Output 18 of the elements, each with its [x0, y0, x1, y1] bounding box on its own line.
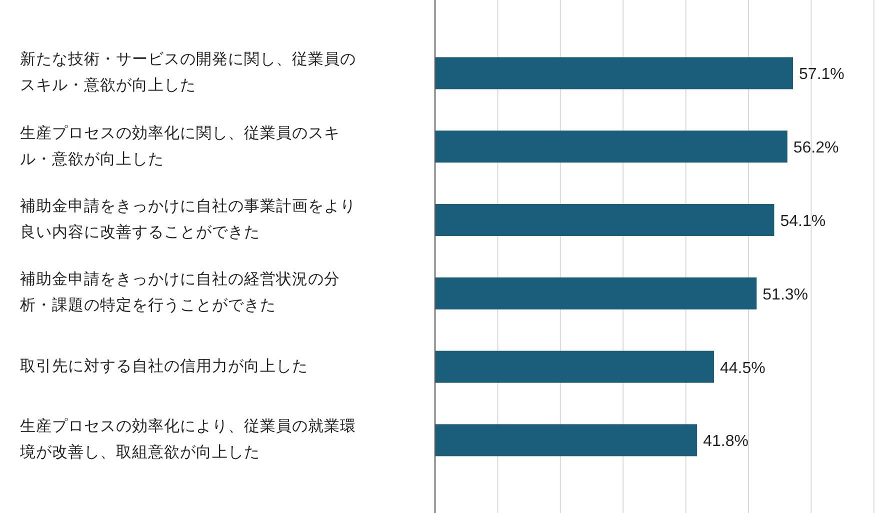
y-tick-label: 補助金申請をきっかけに自社の経営状況の分析・課題の特定を行うことができた — [20, 270, 341, 316]
y-tick-label: 新たな技術・サービスの開発に関し、従業員のスキル・意欲が向上した — [20, 50, 357, 96]
data-label: 56.2% — [793, 140, 839, 157]
bar — [435, 57, 794, 90]
data-label: 51.3% — [762, 286, 808, 304]
bar — [435, 130, 788, 163]
y-tick-label: 取引先に対する自社の信用力が向上した — [20, 356, 308, 377]
data-label: 41.8% — [703, 433, 748, 450]
bar — [435, 204, 774, 236]
data-label: 54.1% — [780, 213, 826, 230]
data-label: 44.5% — [720, 360, 766, 377]
y-tick-label: 生産プロセスの効率化により、従業員の就業環境が改善し、取組意欲が向上した — [20, 417, 357, 464]
bar — [435, 350, 714, 383]
bar — [435, 277, 757, 310]
bar — [435, 424, 698, 456]
y-tick-label: 補助金申請をきっかけに自社の事業計画をより良い内容に改善することができた — [20, 197, 357, 243]
data-label: 57.1% — [799, 66, 844, 84]
y-tick-label: 生産プロセスの効率化に関し、従業員のスキル・意欲が向上した — [20, 124, 341, 170]
